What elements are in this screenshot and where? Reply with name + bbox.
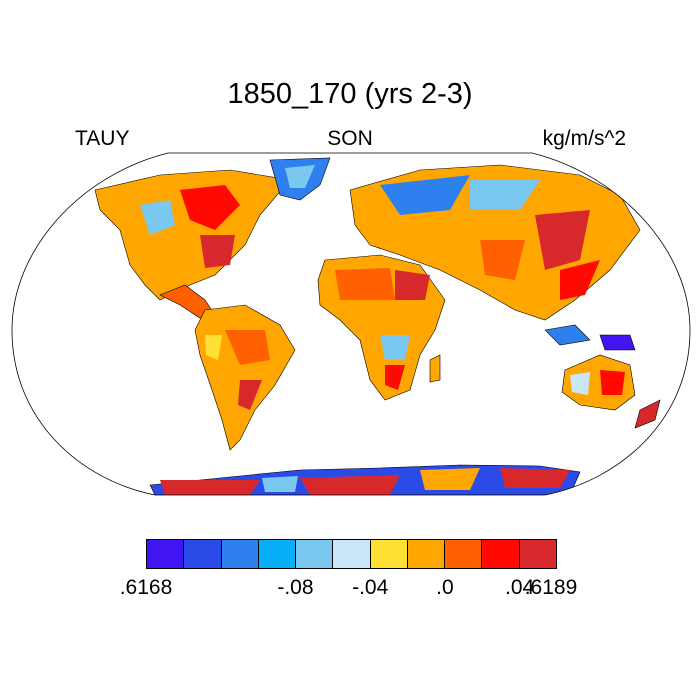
north-america [94, 169, 291, 301]
colorbar-swatch [147, 540, 185, 568]
colorbar-swatch [370, 540, 408, 568]
colorbar-swatch [221, 540, 259, 568]
australia [561, 354, 636, 411]
units-label: kg/m/s^2 [542, 127, 626, 150]
colorbar-ticks: .6168 -.08 -.04 .0 .04.6189 [0, 576, 700, 604]
colorbar-swatch [258, 540, 297, 568]
colorbar-tick-label: .0 [436, 576, 454, 599]
colorbar-swatch [519, 540, 556, 568]
season-label: SON [327, 127, 373, 150]
colorbar [146, 539, 557, 569]
colorbar-swatch [184, 540, 222, 568]
colorbar-tick-label: .6168 [119, 576, 173, 599]
colorbar-tick-label: .6189 [524, 576, 578, 599]
colorbar-swatch [445, 540, 483, 568]
south-america [194, 304, 296, 451]
colorbar-swatch [333, 540, 371, 568]
colorbar-tick-label: .04 [505, 576, 535, 599]
variable-label: TAUY [75, 127, 130, 150]
plot-title: 1850_170 (yrs 2-3) [227, 78, 473, 110]
na-hot-2 [200, 235, 235, 268]
colorbar-tick-label: -.04 [352, 576, 389, 599]
colorbar-swatch [407, 540, 446, 568]
projection-outline [11, 152, 691, 496]
colorbar-swatch [482, 540, 520, 568]
colorbar-swatch [296, 540, 334, 568]
na-hot-1 [180, 185, 240, 230]
colorbar-tick-label: -.08 [277, 576, 314, 599]
na-cold [140, 200, 175, 235]
